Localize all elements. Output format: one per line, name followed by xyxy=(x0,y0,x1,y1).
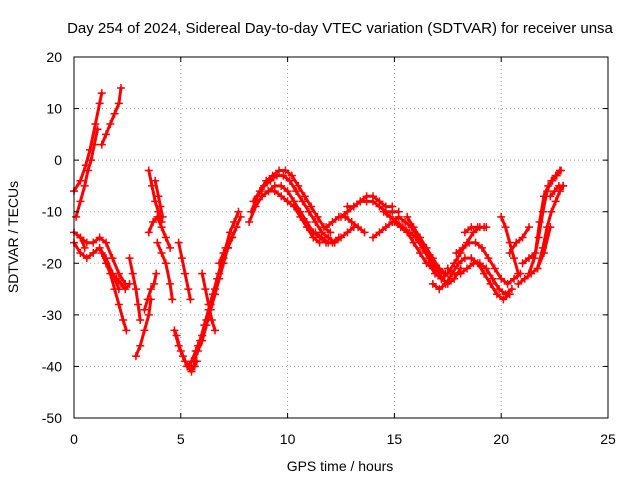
y-axis-label: SDTVAR / TECUs xyxy=(5,181,21,293)
sdtvar-chart: Day 254 of 2024, Sidereal Day-to-day VTE… xyxy=(0,0,640,480)
data-point xyxy=(152,270,160,278)
data-point xyxy=(175,239,183,247)
series-trace xyxy=(102,88,121,145)
series-arc-01 xyxy=(70,89,106,195)
data-point xyxy=(140,326,148,334)
data-series xyxy=(70,84,567,376)
y-tick-label: 10 xyxy=(46,101,62,117)
x-tick-label: 5 xyxy=(177,431,185,447)
series-arc-45 xyxy=(525,166,564,277)
chart-title: Day 254 of 2024, Sidereal Day-to-day VTE… xyxy=(67,20,613,37)
y-tick-label: -20 xyxy=(42,255,62,271)
data-point xyxy=(198,270,206,278)
data-point xyxy=(122,326,130,334)
data-point xyxy=(81,182,89,190)
y-tick-label: 0 xyxy=(54,152,62,168)
x-tick-label: 20 xyxy=(493,431,509,447)
data-point xyxy=(145,311,153,319)
data-point xyxy=(126,254,134,262)
data-point xyxy=(181,270,189,278)
series-arc-35 xyxy=(403,213,449,278)
data-point xyxy=(98,89,106,97)
x-tick-label: 15 xyxy=(387,431,403,447)
data-point xyxy=(76,197,84,205)
data-point xyxy=(552,197,560,205)
data-point xyxy=(132,352,140,360)
data-point xyxy=(184,285,192,293)
data-point xyxy=(119,316,127,324)
data-point xyxy=(132,285,140,293)
data-point xyxy=(72,213,80,221)
series-arc-23 xyxy=(215,223,240,267)
series-arc-18 xyxy=(175,239,195,304)
y-tick-label: -50 xyxy=(42,410,62,426)
data-point xyxy=(497,213,505,221)
y-tick-label: -30 xyxy=(42,307,62,323)
data-point xyxy=(134,301,142,309)
x-tick-label: 25 xyxy=(600,431,616,447)
y-tick-label: 20 xyxy=(46,49,62,65)
x-tick-label: 0 xyxy=(70,431,78,447)
data-point xyxy=(501,223,509,231)
x-tick-label: 10 xyxy=(280,431,296,447)
data-point xyxy=(115,99,123,107)
data-point xyxy=(186,295,194,303)
data-point xyxy=(510,254,518,262)
data-point xyxy=(201,285,209,293)
data-point xyxy=(158,249,166,257)
data-point xyxy=(178,254,186,262)
data-point xyxy=(115,301,123,309)
data-point xyxy=(140,306,148,314)
y-tick-label: -10 xyxy=(42,204,62,220)
data-point xyxy=(153,239,161,247)
series-trace xyxy=(510,227,529,253)
series-arc-05 xyxy=(76,234,129,288)
series-arc-25 xyxy=(247,172,338,247)
series-arc-02 xyxy=(72,125,101,221)
y-tick-label: -40 xyxy=(42,358,62,374)
x-axis-label: GPS time / hours xyxy=(287,458,394,474)
axis-ticks: 0 5 10 15 20 25 -50 -40 -30 -20 -10 0 10 20 xyxy=(42,49,616,447)
data-point xyxy=(145,228,153,236)
data-point xyxy=(168,295,176,303)
data-point xyxy=(129,270,137,278)
data-point xyxy=(547,208,555,216)
data-point xyxy=(145,166,153,174)
data-point xyxy=(136,316,144,324)
data-point xyxy=(102,130,110,138)
data-point xyxy=(211,326,219,334)
data-point xyxy=(166,280,174,288)
data-point xyxy=(111,110,119,118)
data-point xyxy=(96,99,104,107)
data-point xyxy=(117,84,125,92)
